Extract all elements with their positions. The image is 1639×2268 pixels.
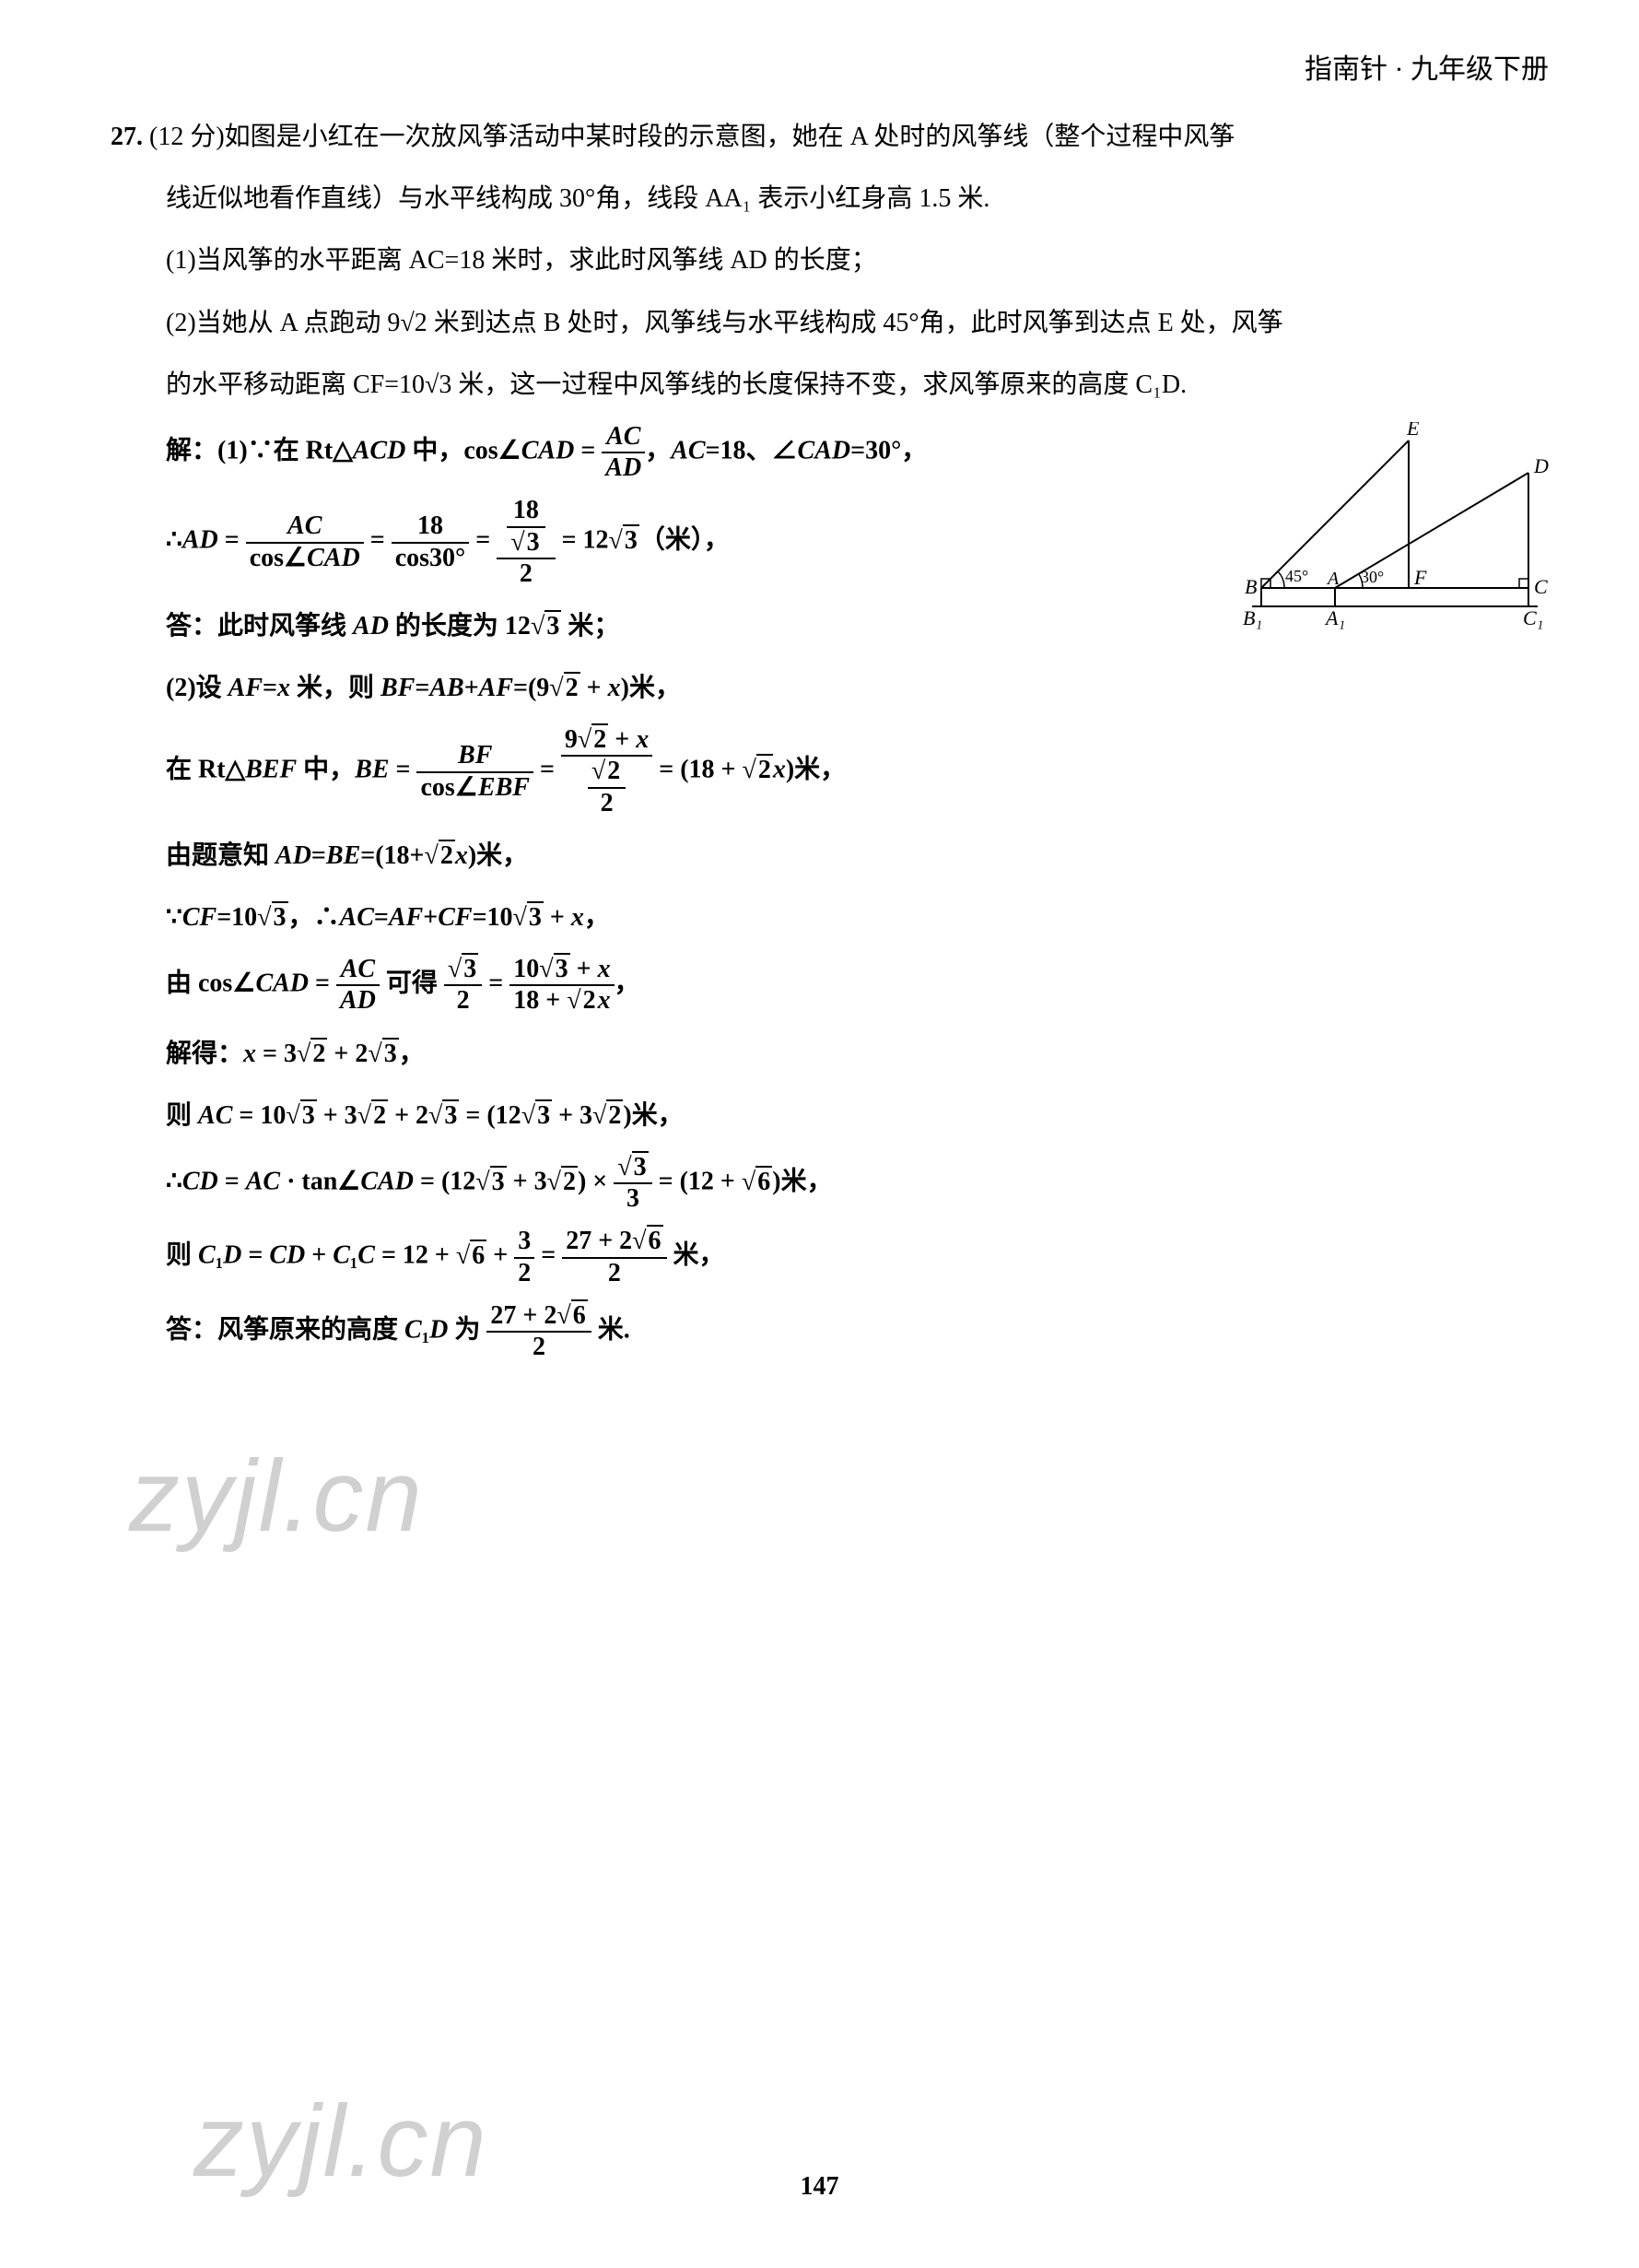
solution-2-x: 解得：x = 32 + 23， [166, 1029, 1224, 1078]
label-B1: B₁ [1243, 606, 1262, 629]
label-B: B [1245, 575, 1257, 598]
solution-2-ac: 则 AC = 103 + 32 + 23 = (123 + 32)米， [166, 1091, 1224, 1140]
page-number: 147 [0, 2172, 1639, 2202]
solution-2-let: (2)设 AF=x 米，则 BF=AB+AF=(92 + x)米， [166, 664, 1224, 712]
label-F: F [1413, 566, 1427, 589]
solution-1-ad: ∴AD = ACcos∠CAD = 18cos30° = 183 2 = 123… [166, 496, 1224, 589]
solution-2-cd: ∴CD = AC · tan∠CAD = (123 + 32) × 33 = (… [166, 1153, 1224, 1214]
stem-line-1: 如图是小红在一次放风筝活动中某时段的示意图，她在 A 处时的风筝线（整个过程中风… [225, 123, 1235, 151]
problem-points: (12 分) [149, 123, 225, 151]
label-C: C [1534, 575, 1548, 598]
watermark-1: zyjl.cn [129, 1438, 424, 1555]
solution-2-eq: 由题意知 AD=BE=(18+2x)米， [166, 831, 1224, 880]
label-E: E [1406, 422, 1420, 440]
label-C1: C₁ [1523, 606, 1543, 629]
label-A: A [1326, 569, 1340, 589]
solution-2-be: 在 Rt△BEF 中，BE = BFcos∠EBF = 92 + x22 = (… [166, 725, 1224, 818]
angle-45: 45° [1285, 567, 1308, 585]
solution-2-cf: ∵CF=103，∴AC=AF+CF=103 + x， [166, 893, 1224, 942]
problem-27: 27. (12 分)如图是小红在一次放风筝活动中某时段的示意图，她在 A 处时的… [111, 112, 1556, 1375]
stem-line-2: 线近似地看作直线）与水平线构成 30°角，线段 AA₁ 表示小红身高 1.5 米… [166, 174, 1556, 223]
solution-2-answer: 答：风筝原来的高度 C₁D 为 27 + 262 米. [166, 1301, 1224, 1362]
question-2-line-2: 的水平移动距离 CF=10√3 米，这一过程中风筝线的长度保持不变，求风筝原来的… [166, 360, 1556, 409]
kite-figure: E D B F C B₁ A₁ C₁ 45° 30° A [1224, 422, 1556, 660]
angle-30: 30° [1361, 568, 1384, 586]
question-1: (1)当风筝的水平距离 AC=18 米时，求此时风筝线 AD 的长度； [166, 236, 1556, 285]
solution-2-cos: 由 cos∠CAD = ACAD 可得 32 = 103 + x18 + 2x， [166, 955, 1224, 1016]
label-A1: A₁ [1324, 606, 1345, 629]
solution-2-c1d: 则 C₁D = CD + C₁C = 12 + 6 + 32 = 27 + 26… [166, 1227, 1224, 1287]
problem-number: 27. [111, 112, 143, 161]
solution-1-answer: 答：此时风筝线 AD 的长度为 123 米； [166, 602, 1224, 651]
label-D: D [1533, 454, 1549, 477]
solution-1-lead: 解：(1)∵在 Rt△ACD 中，cos∠CAD = ACAD，AC=18、∠C… [166, 422, 1224, 483]
page-header: 指南针 · 九年级下册 [111, 46, 1556, 87]
question-2-line-1: (2)当她从 A 点跑动 9√2 米到达点 B 处时，风筝线与水平线构成 45°… [166, 299, 1556, 347]
